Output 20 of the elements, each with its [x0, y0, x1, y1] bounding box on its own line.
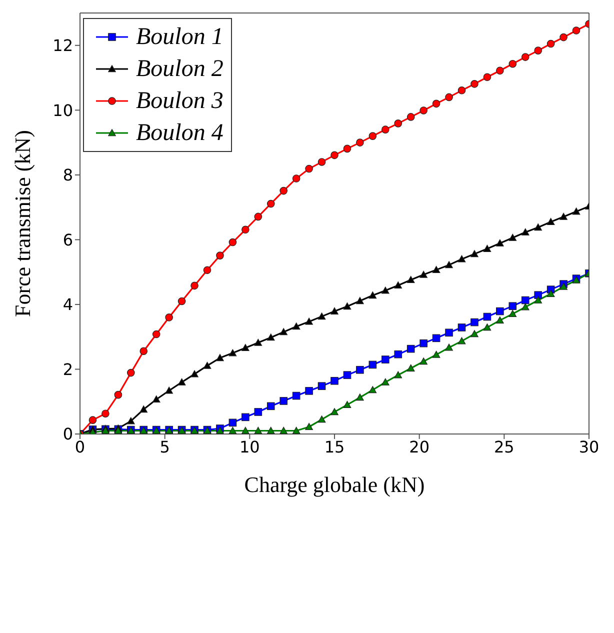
y-tick-label: 10 — [52, 100, 73, 120]
y-tick-label: 4 — [62, 295, 73, 314]
x-tick-label: 25 — [494, 437, 514, 456]
legend-label: Boulon 2 — [136, 56, 224, 82]
x-tick-label: 15 — [324, 437, 345, 456]
legend-label: Boulon 3 — [136, 88, 224, 114]
x-axis-title: Charge globale (kN) — [244, 472, 425, 497]
y-tick-label: 6 — [62, 230, 73, 250]
x-tick-label: 0 — [74, 437, 86, 456]
y-tick-label: 8 — [62, 166, 73, 185]
x-tick-label: 20 — [409, 437, 430, 456]
y-tick-label: 12 — [52, 36, 73, 56]
legend-label: Boulon 1 — [136, 24, 224, 50]
legend-label: Boulon 4 — [136, 120, 224, 146]
x-tick-label: 5 — [160, 437, 170, 456]
x-tick-label: 10 — [239, 437, 260, 456]
y-tick-label: 0 — [62, 424, 73, 444]
y-tick-label: 2 — [62, 360, 73, 379]
x-tick-label: 30 — [578, 437, 600, 456]
y-axis-title: Force transmise (kN) — [10, 130, 35, 317]
